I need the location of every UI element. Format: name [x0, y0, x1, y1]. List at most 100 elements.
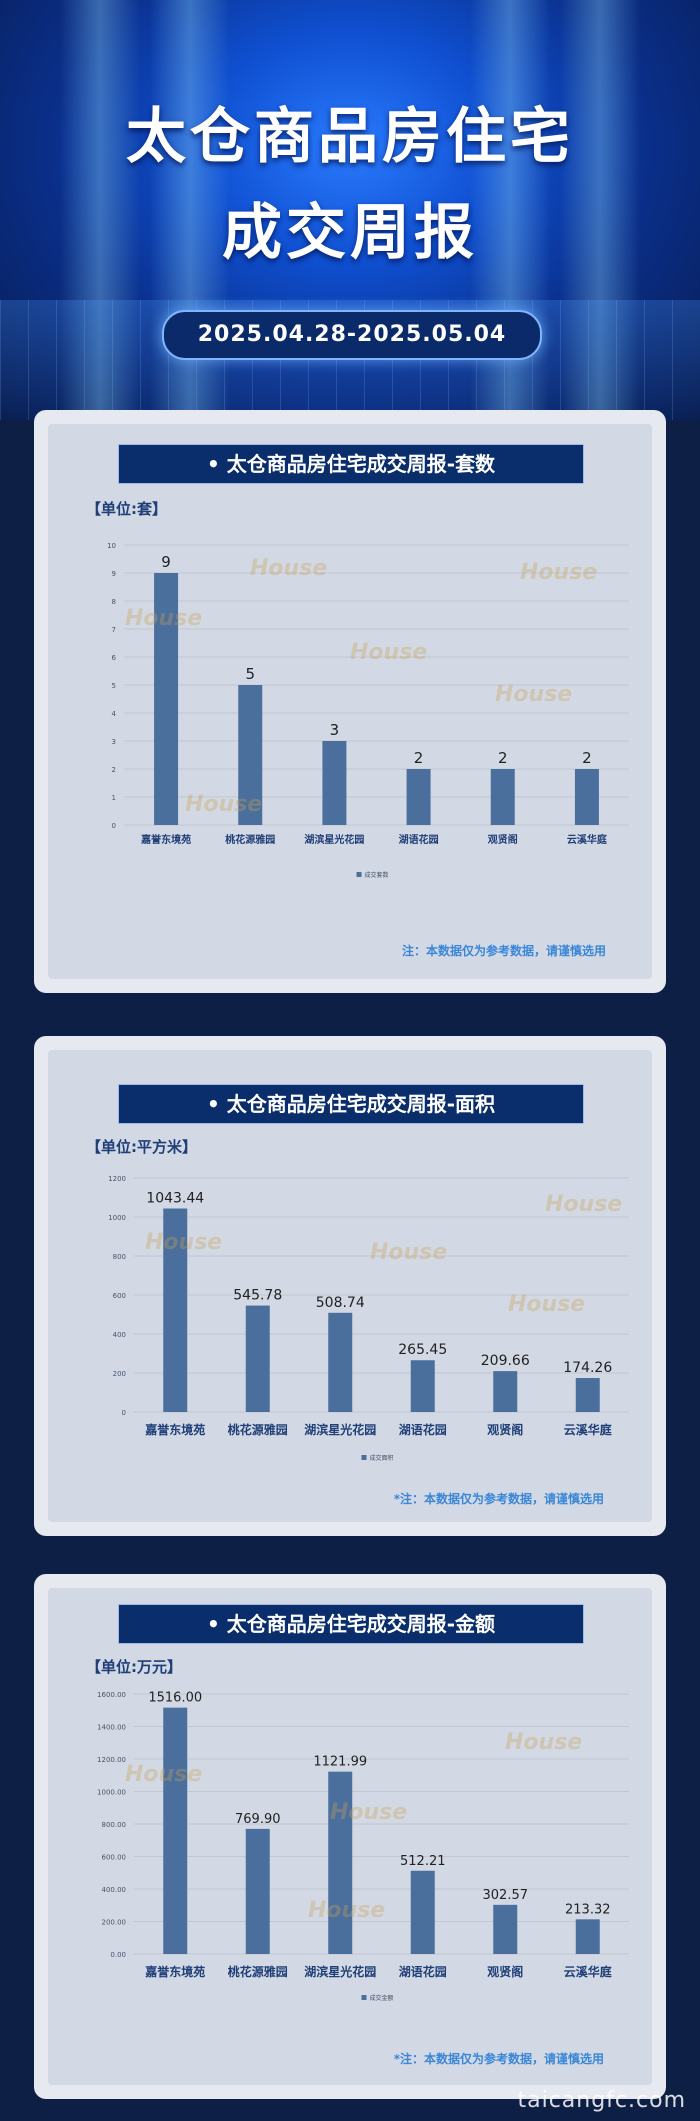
watermark: House	[505, 1730, 583, 1755]
y-tick-label: 400	[113, 1331, 126, 1339]
y-tick-label: 600	[113, 1292, 126, 1300]
data-label: 512.21	[400, 1854, 446, 1869]
y-tick-label: 200.00	[102, 1919, 127, 1927]
y-tick-label: 2	[112, 766, 116, 774]
date-range-badge: 2025.04.28-2025.05.04	[162, 310, 542, 360]
watermark: House	[520, 560, 598, 585]
x-tick-label: 云溪华庭	[564, 1422, 612, 1437]
chart-card-inner	[48, 424, 652, 979]
bar	[238, 685, 263, 825]
bar	[410, 1360, 435, 1412]
x-tick-label: 湖滨星光花园	[304, 833, 364, 846]
bar	[406, 769, 431, 825]
watermark: House	[125, 606, 203, 631]
watermark: House	[330, 1800, 408, 1825]
x-tick-label: 湖语花园	[399, 1964, 447, 1979]
data-note: *注：本数据仅为参考数据，请谨慎选用	[393, 2052, 604, 2066]
x-tick-label: 观贤阁	[488, 833, 518, 846]
bar	[328, 1312, 353, 1412]
data-label: 213.32	[565, 1902, 611, 1917]
bar	[322, 741, 347, 825]
legend-label: 成交面积	[370, 1454, 394, 1462]
watermark: House	[370, 1240, 448, 1265]
chart-card-amount: • 太仓商品房住宅成交周报-金额 【单位:万元】 0.00 200.00 400.0…	[34, 1574, 666, 2099]
data-label: 2	[498, 749, 508, 767]
x-tick-label: 湖语花园	[399, 1422, 447, 1437]
page-title: 太仓商品房住宅	[126, 102, 574, 172]
x-tick-label: 云溪华庭	[564, 1964, 612, 1979]
watermark: House	[308, 1898, 386, 1923]
watermark: House	[350, 640, 428, 665]
data-label: 2	[414, 749, 424, 767]
chart-header: • 太仓商品房住宅成交周报-面积	[118, 1084, 584, 1124]
chart-header: • 太仓商品房住宅成交周报-金额	[118, 1604, 584, 1644]
watermark: House	[125, 1762, 203, 1787]
y-tick-label: 10	[107, 542, 116, 550]
x-tick-label: 嘉誉东境苑	[144, 1422, 205, 1437]
data-label: 302.57	[483, 1888, 529, 1903]
chart-card-inner	[48, 1050, 652, 1522]
y-tick-label: 1	[112, 794, 116, 802]
chart-header: • 太仓商品房住宅成交周报-套数	[118, 444, 584, 484]
y-tick-label: 0.00	[110, 1951, 126, 1959]
legend-swatch	[361, 1995, 367, 2000]
bar	[493, 1371, 518, 1412]
bar	[154, 573, 179, 825]
y-tick-label: 600.00	[102, 1854, 127, 1862]
bar	[163, 1208, 188, 1412]
x-tick-label: 桃花源雅园	[225, 833, 275, 846]
unit-label: 【单位:万元】	[86, 1658, 182, 1676]
y-tick-label: 1000	[108, 1214, 126, 1222]
data-label: 508.74	[316, 1295, 365, 1311]
bar	[245, 1828, 270, 1954]
data-label: 265.45	[398, 1342, 447, 1358]
bar	[575, 1919, 600, 1954]
legend-label: 成交金额	[370, 1994, 394, 2002]
data-label: 1516.00	[148, 1691, 202, 1706]
data-label: 174.26	[563, 1360, 612, 1376]
y-tick-label: 1200.00	[97, 1756, 126, 1764]
data-label: 2	[582, 749, 592, 767]
x-tick-label: 湖滨星光花园	[304, 1964, 376, 1979]
page-subtitle: 成交周报	[222, 198, 478, 268]
y-tick-label: 4	[112, 710, 117, 718]
x-tick-label: 嘉誉东境苑	[144, 1964, 205, 1979]
y-tick-label: 1400.00	[97, 1724, 126, 1732]
watermark: House	[185, 792, 263, 817]
x-tick-label: 桃花源雅园	[228, 1964, 288, 1979]
bar	[163, 1707, 188, 1954]
y-tick-label: 1200	[108, 1175, 126, 1183]
y-tick-label: 1000.00	[97, 1789, 126, 1797]
y-tick-label: 7	[112, 626, 116, 634]
x-tick-label: 嘉誉东境苑	[140, 833, 191, 846]
light-beam	[60, 0, 140, 420]
unit-label: 【单位:套】	[86, 500, 167, 518]
watermark: House	[250, 556, 328, 581]
data-label: 545.78	[233, 1288, 282, 1304]
y-tick-label: 6	[112, 654, 117, 662]
watermark: House	[495, 682, 573, 707]
y-tick-label: 800.00	[102, 1821, 127, 1829]
chart-amount: 0.00 200.00 400.00 600.00 800.00 1000.00 1200.…	[97, 1691, 629, 2002]
bar	[245, 1305, 270, 1412]
bar	[493, 1904, 518, 1954]
x-tick-label: 桃花源雅园	[228, 1422, 288, 1437]
data-label: 1121.99	[313, 1755, 367, 1770]
hero-banner: 太仓商品房住宅 成交周报 2025.04.28-2025.05.04	[0, 0, 700, 420]
x-tick-label: 观贤阁	[487, 1964, 523, 1979]
bar	[328, 1771, 353, 1954]
data-note: *注：本数据仅为参考数据，请谨慎选用	[393, 1492, 604, 1506]
footer-site: taicangfc.com	[517, 2088, 686, 2113]
legend-swatch	[361, 1455, 367, 1460]
chart-count: 0 1 2 3 4 5 6 7 8 9 10 9 嘉誉东境苑 5 桃花源雅园 3 湖滨星光花园 2 湖语花园 2 观贤阁…	[107, 542, 629, 879]
y-tick-label: 5	[112, 682, 116, 690]
y-tick-label: 1600.00	[97, 1691, 126, 1699]
light-beam	[560, 0, 640, 420]
legend-swatch	[356, 872, 362, 877]
data-label: 5	[245, 665, 255, 683]
y-tick-label: 200	[113, 1370, 126, 1378]
y-tick-label: 8	[112, 598, 116, 606]
y-tick-label: 0	[112, 822, 116, 830]
x-tick-label: 湖滨星光花园	[304, 1422, 376, 1437]
data-label: 769.90	[235, 1812, 281, 1827]
